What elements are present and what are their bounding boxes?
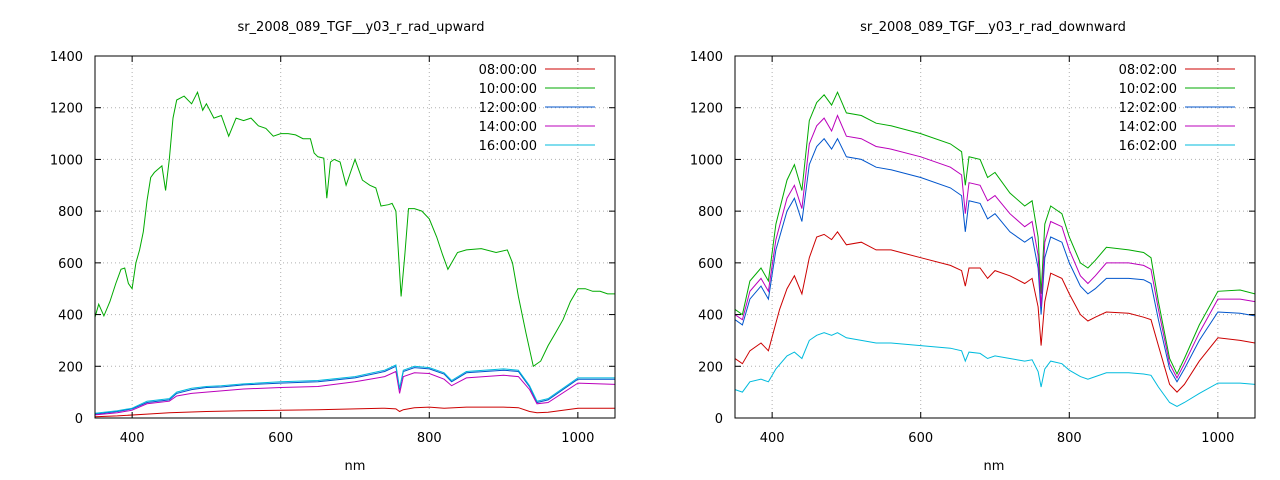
x-tick-label: 800 [1057,431,1082,446]
chart-title: sr_2008_089_TGF__y03_r_rad_upward [237,20,484,35]
y-tick-label: 1400 [690,50,723,65]
legend-label: 10:02:00 [1119,82,1177,97]
series-line [95,90,615,368]
legend-label: 16:02:00 [1119,139,1177,154]
series-line [95,370,615,416]
legend-label: 14:02:00 [1119,120,1177,135]
legend-label: 12:00:00 [479,101,537,116]
y-tick-label: 0 [75,412,83,427]
series-line [735,230,1255,393]
y-tick-label: 1000 [690,153,723,168]
y-tick-label: 1200 [50,102,83,117]
y-tick-label: 1200 [690,102,723,117]
series-line [95,406,615,418]
y-tick-label: 400 [58,309,83,324]
chart-panel-downward: sr_2008_089_TGF__y03_r_rad_downward nm 4… [690,20,1256,474]
plot-border [94,55,616,419]
legend-label: 10:00:00 [479,82,537,97]
y-tick-label: 1400 [50,50,83,65]
chart-panel-upward: sr_2008_089_TGF__y03_r_rad_upward nm 400… [50,20,616,474]
x-tick-label: 1000 [1201,431,1234,446]
series-line [95,364,615,414]
series-line [95,365,615,415]
series-group [95,90,615,418]
x-tick-label: 600 [908,431,933,446]
y-tick-label: 0 [715,412,723,427]
y-tick-label: 200 [698,360,723,375]
y-tick-label: 800 [698,205,723,220]
series-line [735,114,1255,379]
x-tick-label: 400 [120,431,145,446]
y-tick-label: 400 [698,309,723,324]
x-tick-label: 400 [760,431,785,446]
y-tick-label: 800 [58,205,83,220]
x-axis-label: nm [345,459,366,474]
x-axis-label: nm [984,459,1005,474]
chart-title: sr_2008_089_TGF__y03_r_rad_downward [860,20,1126,35]
series-line [735,332,1255,407]
legend-label: 14:00:00 [479,120,537,135]
y-tick-label: 600 [698,257,723,272]
legend-label: 08:00:00 [479,63,537,78]
legend-label: 16:00:00 [479,139,537,154]
plot-border [734,55,1256,419]
legend-label: 08:02:00 [1119,63,1177,78]
y-tick-label: 1000 [50,153,83,168]
series-line [735,90,1255,376]
x-tick-label: 1000 [561,431,594,446]
legend-label: 12:02:00 [1119,101,1177,116]
x-tick-label: 600 [268,431,293,446]
y-tick-label: 600 [58,257,83,272]
y-tick-label: 200 [58,360,83,375]
x-tick-label: 800 [417,431,442,446]
series-group [735,90,1255,407]
series-line [735,137,1255,383]
